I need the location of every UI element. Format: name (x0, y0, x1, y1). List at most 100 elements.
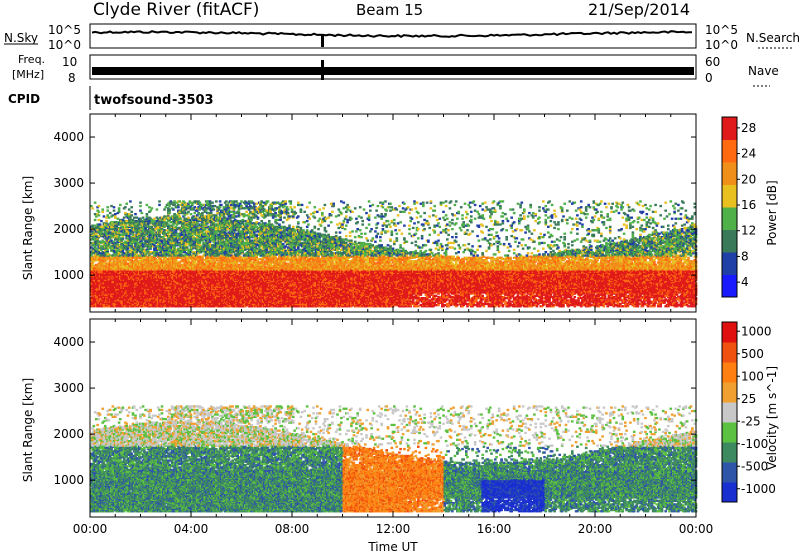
freq-left-tick-top: 10 (62, 55, 77, 69)
data-cell (134, 227, 137, 229)
data-cell (106, 206, 109, 208)
data-cell (175, 226, 178, 228)
data-cell (100, 245, 103, 247)
cpid-value: -3503 (172, 93, 214, 108)
data-cell (142, 227, 145, 229)
freq-gap-marker (321, 60, 324, 80)
data-cell (118, 210, 121, 212)
data-cell (156, 208, 159, 210)
data-cell (139, 202, 142, 204)
data-cell (158, 200, 161, 202)
data-cell (124, 206, 127, 208)
data-cell (173, 213, 176, 215)
data-cell (151, 226, 154, 228)
data-cell (118, 252, 121, 254)
data-cell (106, 214, 109, 216)
noise-left-tick-bottom: 10^0 (48, 38, 81, 52)
station-title: Clyde River (fitACF) (93, 0, 259, 20)
cpid-program: twofsound (94, 93, 171, 108)
data-cell (130, 214, 133, 216)
data-cell (177, 233, 180, 235)
data-cell (123, 252, 126, 254)
data-cell (146, 237, 149, 239)
data-cell (117, 218, 120, 220)
data-cell (101, 228, 104, 230)
data-cell (153, 220, 156, 222)
data-cell (168, 208, 171, 210)
data-cell (147, 245, 150, 247)
data-cell (136, 217, 139, 219)
data-cell (130, 211, 133, 213)
data-cell (106, 249, 109, 251)
data-cell (95, 215, 98, 217)
data-cell (136, 253, 139, 255)
data-cell (91, 225, 94, 227)
data-cell (101, 211, 104, 213)
data-cell (98, 211, 101, 213)
data-cell (114, 213, 117, 215)
data-cell (154, 228, 157, 230)
data-cell (106, 210, 109, 212)
data-cell (153, 218, 156, 220)
data-cell (105, 217, 108, 219)
data-cell (106, 257, 109, 259)
data-cell (124, 212, 127, 214)
data-cell (110, 205, 113, 207)
freq-panel: Freq. [MHz] 10 8 60 0 Nave (12, 53, 779, 86)
data-cell (165, 258, 168, 260)
data-cell (156, 259, 159, 261)
data-cell (146, 215, 149, 217)
data-cell (176, 260, 179, 262)
data-cell (168, 205, 171, 207)
data-cell (163, 208, 166, 210)
data-cell (114, 215, 117, 217)
data-cell (148, 206, 151, 208)
data-cell (175, 219, 178, 221)
data-cell (108, 217, 111, 219)
data-cell (166, 229, 169, 231)
data-cell (122, 234, 125, 236)
data-cell (130, 206, 133, 208)
rti-figure: Clyde River (fitACF) Beam 15 21/Sep/2014… (0, 0, 800, 554)
data-cell (142, 245, 145, 247)
data-cell (110, 240, 113, 242)
data-cell (151, 231, 154, 233)
noise-left-label: N.Sky (4, 31, 38, 45)
data-cell (113, 210, 116, 212)
data-cell (122, 250, 125, 252)
freq-label-2: [MHz] (12, 68, 44, 81)
data-cell (94, 225, 97, 227)
data-cell (103, 241, 106, 243)
data-cell (177, 248, 180, 250)
freq-left-tick-bottom: 8 (68, 71, 76, 85)
data-cell (103, 263, 106, 265)
data-cell (98, 235, 101, 237)
data-cell (110, 261, 113, 263)
data-cell (94, 213, 97, 215)
data-cell (146, 213, 149, 215)
data-cell (125, 220, 128, 222)
noise-right-label: N.Search (746, 31, 800, 45)
data-cell (109, 212, 112, 214)
data-cell (128, 235, 131, 237)
data-cell (175, 230, 178, 232)
data-cell (113, 206, 116, 208)
data-cell (129, 200, 132, 202)
cpid-label: CPID (8, 92, 40, 106)
data-cell (162, 236, 165, 238)
data-cell (177, 204, 180, 206)
freq-right-tick-top: 60 (705, 55, 720, 69)
data-cell (176, 223, 179, 225)
data-cell (98, 214, 101, 216)
cpid-panel: CPID twofsound -3503 (8, 86, 214, 110)
data-cell (167, 231, 170, 233)
data-cell (138, 223, 141, 225)
data-cell (146, 256, 149, 258)
data-cell (99, 252, 102, 254)
data-cell (125, 203, 128, 205)
data-cell (172, 208, 175, 210)
noise-right-tick-bottom: 10^0 (705, 38, 738, 52)
data-cell (105, 220, 108, 222)
data-cell (119, 204, 122, 206)
date-title: 21/Sep/2014 (588, 0, 690, 19)
